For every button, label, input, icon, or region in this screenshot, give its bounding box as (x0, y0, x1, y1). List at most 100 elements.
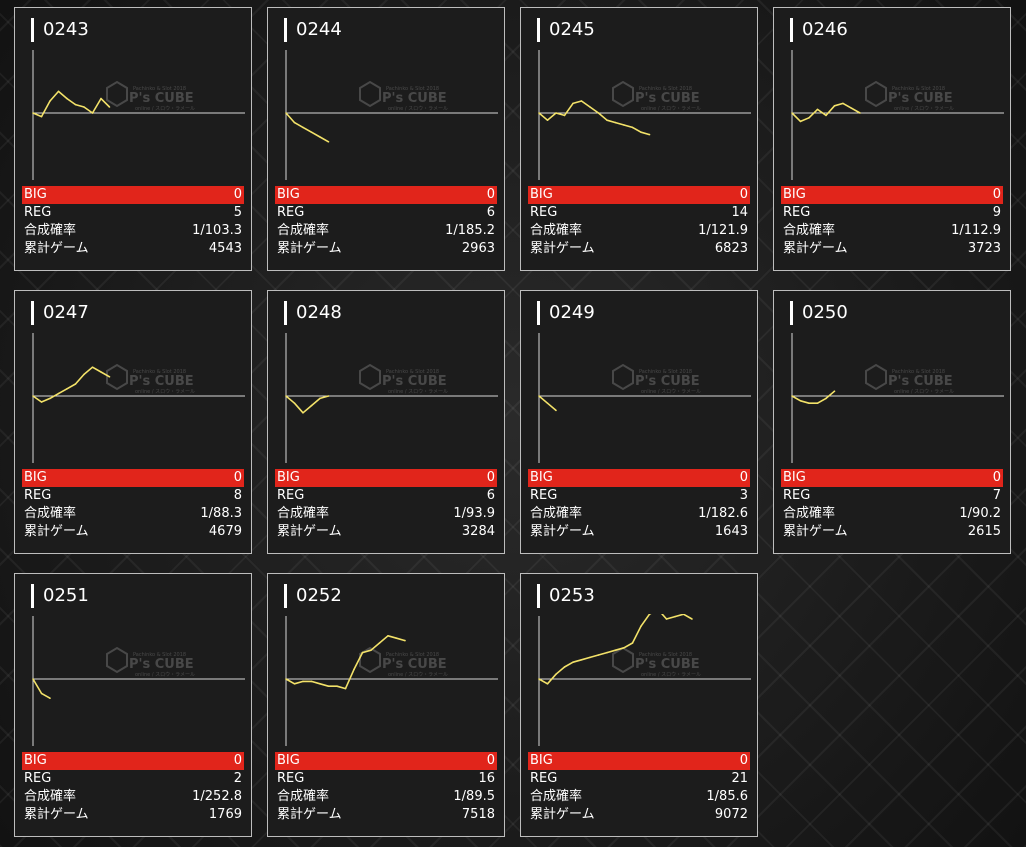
reg-row: REG 16 (275, 770, 497, 788)
slump-point (555, 673, 557, 675)
games-label: 累計ゲーム (24, 524, 89, 539)
big-label: BIG (24, 753, 47, 768)
slump-point (791, 112, 793, 114)
reg-row: REG 6 (275, 204, 497, 222)
slump-point (319, 136, 321, 138)
slump-point (538, 395, 540, 397)
games-row: 累計ゲーム 3723 (781, 240, 1003, 258)
rate-label: 合成確率 (24, 789, 77, 804)
slump-point (285, 678, 287, 680)
reg-label: REG (530, 488, 558, 503)
cube-logo-icon (612, 80, 634, 108)
slump-point (546, 683, 549, 685)
reg-label: REG (783, 488, 811, 503)
slump-line (285, 112, 329, 143)
machine-card[interactable]: 0250 Pachinko & Slot 2018 P's CUBE online /… (773, 290, 1011, 554)
watermark-bottom-text: online / スロウ・ラメール (641, 388, 701, 395)
machine-number: 0246 (790, 18, 848, 42)
combined-rate: 1/185.2 (445, 223, 495, 238)
games-label: 累計ゲーム (783, 524, 848, 539)
stats-table: BIG 0 REG 8 合成確率 1/88.3 累計ゲーム 4679 (22, 469, 244, 541)
games-row: 累計ゲーム 4543 (22, 240, 244, 258)
watermark-brand-text: P's CUBE (382, 374, 447, 389)
machine-card[interactable]: 0243 Pachinko & Slot 2018 P's CUBE online /… (14, 7, 252, 271)
slump-point (580, 659, 583, 661)
machine-number: 0252 (284, 584, 342, 608)
cube-logo-icon (865, 363, 887, 391)
slump-point (674, 615, 676, 618)
total-games: 4543 (208, 241, 242, 256)
reg-row: REG 8 (22, 487, 244, 505)
games-row: 累計ゲーム 1643 (528, 523, 750, 541)
watermark-top-text: Pachinko & Slot 2018 (386, 652, 439, 658)
slump-point (108, 376, 111, 378)
watermark-brand-text: P's CUBE (382, 91, 447, 106)
combined-rate: 1/112.9 (951, 223, 1001, 238)
slump-point (293, 121, 296, 124)
slump-point (100, 371, 102, 373)
big-count: 0 (233, 470, 242, 485)
watermark-bottom-text: online / スロウ・ラメール (894, 388, 954, 395)
reg-row: REG 9 (781, 204, 1003, 222)
watermark-bottom-text: online / スロウ・ラメール (388, 671, 448, 678)
total-games: 3284 (461, 524, 495, 539)
big-row: BIG 0 (275, 752, 497, 770)
watermark-bottom-text: online / スロウ・ラメール (135, 105, 195, 112)
stats-table: BIG 0 REG 6 合成確率 1/93.9 累計ゲーム 3284 (275, 469, 497, 541)
machine-card[interactable]: 0251 Pachinko & Slot 2018 P's CUBE online /… (14, 573, 252, 837)
slump-point (614, 649, 617, 651)
slump-point (538, 678, 540, 680)
big-label: BIG (530, 187, 553, 202)
reg-count: 6 (486, 488, 495, 503)
reg-label: REG (24, 771, 52, 786)
machine-card[interactable]: 0247 Pachinko & Slot 2018 P's CUBE online /… (14, 290, 252, 554)
machine-card[interactable]: 0246 Pachinko & Slot 2018 P's CUBE online /… (773, 7, 1011, 271)
reg-count: 14 (731, 205, 748, 220)
big-row: BIG 0 (22, 469, 244, 487)
combined-rate: 1/93.9 (453, 506, 495, 521)
slump-point (32, 678, 34, 680)
slump-point (319, 683, 321, 685)
slump-point (563, 114, 566, 117)
machine-number: 0253 (537, 584, 595, 608)
reg-row: REG 21 (528, 770, 750, 788)
games-row: 累計ゲーム 2615 (781, 523, 1003, 541)
reg-label: REG (783, 205, 811, 220)
machine-card[interactable]: 0252 Pachinko & Slot 2018 P's CUBE online /… (267, 573, 505, 837)
machine-card[interactable]: 0244 Pachinko & Slot 2018 P's CUBE online /… (267, 7, 505, 271)
slump-point (302, 126, 304, 129)
big-count: 0 (992, 470, 1001, 485)
slump-point (40, 692, 43, 695)
total-games: 9072 (714, 807, 748, 822)
reg-label: REG (530, 771, 558, 786)
reg-row: REG 14 (528, 204, 750, 222)
machine-card[interactable]: 0248 Pachinko & Slot 2018 P's CUBE online /… (267, 290, 505, 554)
stats-table: BIG 0 REG 6 合成確率 1/185.2 累計ゲーム 2963 (275, 186, 497, 258)
reg-count: 6 (486, 205, 495, 220)
slump-point (563, 666, 566, 668)
slump-point (108, 106, 111, 108)
slump-point (310, 131, 313, 133)
combined-rate: 1/121.9 (698, 223, 748, 238)
watermark-bottom-text: online / スロウ・ラメール (388, 388, 448, 395)
rate-label: 合成確率 (530, 223, 583, 238)
machine-card[interactable]: 0249 Pachinko & Slot 2018 P's CUBE online /… (520, 290, 758, 554)
stats-table: BIG 0 REG 7 合成確率 1/90.2 累計ゲーム 2615 (781, 469, 1003, 541)
slump-point (336, 685, 338, 687)
rate-label: 合成確率 (530, 506, 583, 521)
machine-card[interactable]: 0245 Pachinko & Slot 2018 P's CUBE online /… (520, 7, 758, 271)
rate-label: 合成確率 (277, 506, 330, 521)
slump-point (648, 614, 651, 615)
reg-count: 8 (233, 488, 242, 503)
games-label: 累計ゲーム (24, 241, 89, 256)
watermark-top-text: Pachinko & Slot 2018 (639, 86, 692, 92)
slump-line (32, 366, 110, 403)
slump-point (665, 618, 668, 620)
machine-card[interactable]: 0253 Pachinko & Slot 2018 P's CUBE online /… (520, 573, 758, 837)
